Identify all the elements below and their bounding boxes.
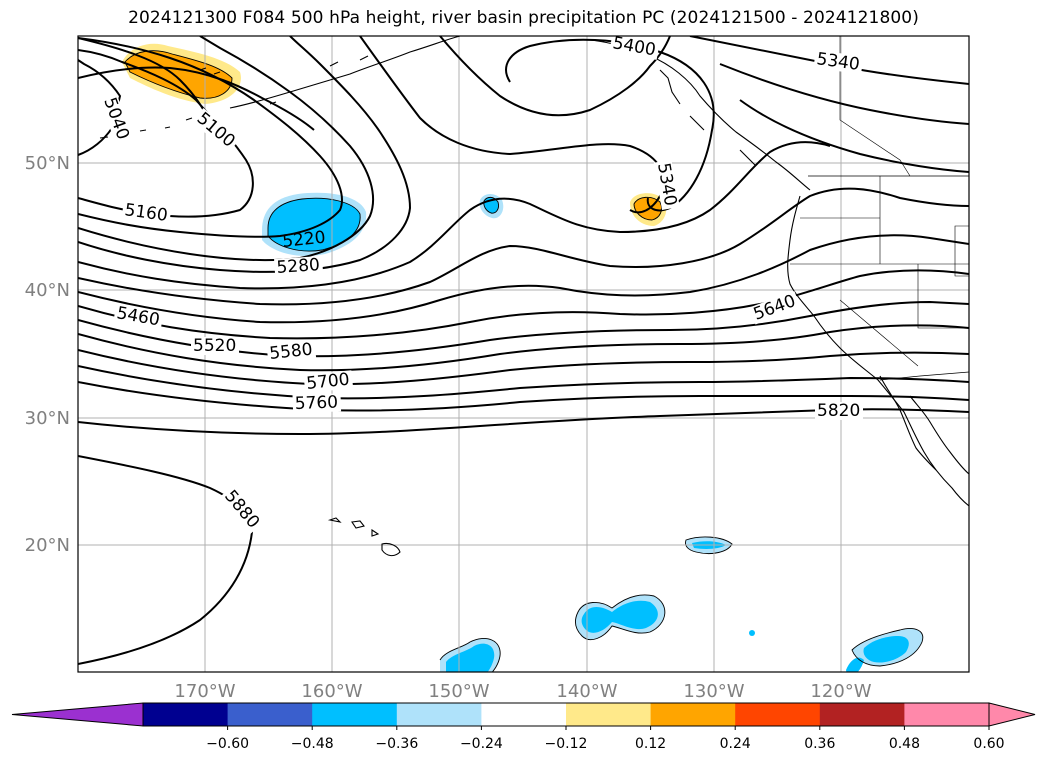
contour-label-bg-5100 bbox=[191, 107, 241, 153]
contour-5760b bbox=[78, 365, 969, 400]
map-title: 2024121300 F084 500 hPa height, river ba… bbox=[128, 8, 919, 28]
contour-label-bg-5340-east bbox=[813, 49, 864, 75]
contour-label-bg-5520 bbox=[191, 337, 239, 355]
shade-outline-se bbox=[851, 628, 924, 667]
lon-label-160w: 160°W bbox=[301, 681, 362, 702]
contour-5520 bbox=[78, 187, 969, 306]
contour-label-bg-5880 bbox=[219, 485, 265, 534]
coast-west-us bbox=[787, 195, 969, 507]
shade-outline-trop bbox=[574, 594, 666, 640]
contour-5280 bbox=[78, 36, 375, 262]
contour-labels: 5040 5100 5160 5220 5280 5340 bbox=[99, 36, 864, 534]
contour-label-5220: 5220 bbox=[281, 228, 326, 252]
plot-frame bbox=[77, 35, 970, 673]
colorbar-bin bbox=[650, 703, 736, 726]
contour-label-5820: 5820 bbox=[817, 401, 860, 421]
contour-label-bg-5760 bbox=[292, 393, 342, 414]
lon-label-170w: 170°W bbox=[174, 681, 235, 702]
contour-label-5520: 5520 bbox=[193, 336, 236, 356]
colorbar-tick-label: −0.60 bbox=[206, 736, 249, 752]
shade-outline-sub bbox=[685, 536, 733, 555]
colorbar-bin bbox=[227, 703, 313, 726]
colorbar-tick-label: 0.60 bbox=[973, 736, 1004, 752]
height-contours bbox=[78, 36, 969, 665]
shade-outline-e bbox=[633, 196, 663, 221]
contour-label-bg-5460 bbox=[113, 303, 164, 330]
colorbar-bin bbox=[396, 703, 482, 726]
coast-baja bbox=[879, 375, 937, 471]
colorbar-tick-label: −0.24 bbox=[460, 736, 503, 752]
contour-label-5760: 5760 bbox=[294, 392, 338, 413]
contour-label-bg-5160 bbox=[121, 200, 172, 226]
contour-5460 bbox=[78, 141, 831, 290]
shade-outline-small bbox=[483, 196, 499, 214]
colorbar-bin bbox=[904, 703, 990, 726]
shade-outline-nw bbox=[124, 50, 233, 99]
colorbar-tick-label: 0.12 bbox=[635, 736, 666, 752]
contour-5400-top bbox=[719, 63, 969, 125]
border-states bbox=[790, 176, 969, 367]
shade-negative-dot bbox=[749, 630, 755, 636]
contour-5460-top bbox=[739, 99, 969, 173]
shade-negative-trop-core bbox=[581, 600, 658, 633]
contour-label-bg-5400 bbox=[609, 36, 660, 60]
lat-label-40n: 40°N bbox=[25, 280, 70, 301]
lon-label-130w: 130°W bbox=[683, 681, 744, 702]
colorbar-under-extension bbox=[11, 702, 144, 727]
colorbar-bin bbox=[566, 703, 652, 726]
colorbar-bin bbox=[143, 703, 229, 726]
contour-label-5700: 5700 bbox=[305, 370, 350, 394]
colorbar-bin bbox=[819, 703, 905, 726]
contour-label-5280: 5280 bbox=[276, 255, 321, 278]
colorbar-tick-label: −0.36 bbox=[375, 736, 418, 752]
contour-label-bg-5820 bbox=[815, 402, 863, 420]
contour-5220 bbox=[78, 37, 343, 238]
contour-label-bg-5640 bbox=[749, 291, 801, 325]
colorbar-bin bbox=[481, 703, 567, 726]
contour-label-bg-5700 bbox=[303, 370, 354, 394]
coast-bc-islands bbox=[659, 69, 757, 167]
contour-5640 bbox=[78, 269, 969, 340]
colorbar-tick-label: 0.48 bbox=[889, 736, 920, 752]
shade-outline-w bbox=[267, 197, 361, 252]
contour-label-bg-5040 bbox=[99, 93, 133, 145]
colorbar-tick-label: 0.24 bbox=[720, 736, 751, 752]
contour-5580 bbox=[78, 234, 969, 324]
colorbar-tick-label: 0.36 bbox=[804, 736, 835, 752]
coast-hawaii bbox=[327, 517, 401, 557]
shade-negative-sw-core bbox=[446, 643, 495, 672]
contour-label-5580: 5580 bbox=[268, 340, 313, 364]
shade-negative-w-core bbox=[268, 198, 361, 252]
contour-5760a bbox=[78, 349, 969, 386]
contour-label-bg-5580 bbox=[266, 340, 317, 364]
colorbar-tick-label: −0.48 bbox=[291, 736, 334, 752]
contour-5700b bbox=[78, 324, 969, 372]
colorbar: −0.60 −0.48 −0.36 −0.24 −0.12 0.12 0.24 0.36 0.4… bbox=[11, 702, 1036, 752]
colorbar-over-extension bbox=[988, 702, 1036, 727]
contour-5760c bbox=[78, 381, 969, 412]
contour-label-bg-5280 bbox=[274, 255, 324, 278]
colorbar-bin bbox=[735, 703, 821, 726]
lon-label-140w: 140°W bbox=[556, 681, 617, 702]
shade-negative-se-small bbox=[846, 657, 864, 672]
shade-outline-sw bbox=[439, 638, 501, 672]
coast-bc-interior bbox=[839, 36, 911, 177]
lat-label-50n: 50°N bbox=[25, 153, 70, 174]
contour-5340-north bbox=[78, 36, 412, 273]
shade-negative-se-core bbox=[863, 636, 909, 663]
coastlines bbox=[99, 36, 969, 557]
lon-label-150w: 150°W bbox=[428, 681, 489, 702]
lon-label-120w: 120°W bbox=[810, 681, 871, 702]
coast-gulf-california bbox=[909, 395, 969, 475]
lat-label-20n: 20°N bbox=[25, 535, 70, 556]
colorbar-bin bbox=[312, 703, 398, 726]
contour-label-bg-5340 bbox=[653, 159, 680, 210]
coast-alaska bbox=[229, 36, 461, 109]
colorbar-tick-label: −0.12 bbox=[545, 736, 588, 752]
contour-5700a bbox=[78, 300, 969, 358]
lat-label-30n: 30°N bbox=[25, 408, 70, 429]
contour-5340-east bbox=[439, 36, 671, 117]
